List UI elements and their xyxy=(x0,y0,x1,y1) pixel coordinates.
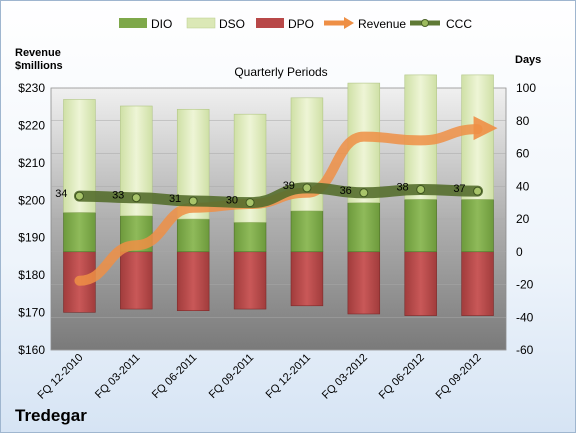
ccc-data-label: 36 xyxy=(340,185,352,197)
ccc-series: 34 33 31 30 39 36 38 37 xyxy=(55,180,484,209)
bar-dpo xyxy=(404,251,437,316)
legend-label-ccc: CCC xyxy=(446,17,472,31)
left-tick-label: $200 xyxy=(18,193,45,207)
left-tick-label: $190 xyxy=(18,231,45,245)
bar-dpo xyxy=(347,251,381,315)
right-tick-label: 20 xyxy=(516,212,530,226)
x-tick-label: FQ 09-2011 xyxy=(207,352,256,401)
left-tick-label: $170 xyxy=(18,306,45,320)
ccc-marker xyxy=(302,183,312,193)
left-tick-label: $210 xyxy=(18,156,45,170)
chart-title: Quarterly Periods xyxy=(234,65,327,79)
bar-dpo xyxy=(290,251,324,307)
ccc-marker xyxy=(473,186,483,196)
left-tick-label: $160 xyxy=(18,343,45,357)
ccc-marker xyxy=(359,188,369,198)
bar-dpo xyxy=(461,251,494,316)
x-tick-label: FQ 09-2012 xyxy=(434,352,484,402)
legend-label-dso: DSO xyxy=(219,17,245,31)
x-tick-label: FQ 03-2011 xyxy=(93,352,142,401)
left-axis-title-line1: Revenue xyxy=(15,47,61,59)
right-axis-title: Days xyxy=(515,54,541,66)
legend-swatch-dio xyxy=(119,18,147,28)
bar-dio xyxy=(290,210,324,253)
legend-swatch-revenue xyxy=(324,17,354,29)
x-tick-label: FQ 06-2011 xyxy=(150,352,199,401)
ccc-marker xyxy=(131,193,141,203)
ccc-marker xyxy=(245,198,255,208)
legend: DIO DSO DPO Revenue CCC xyxy=(119,17,472,31)
x-axis-labels: FQ 12-2010 FQ 03-2011 FQ 06-2011 FQ 09-2011… xyxy=(36,352,484,402)
bar-dio xyxy=(176,218,210,253)
ccc-data-label: 38 xyxy=(396,182,408,194)
legend-swatch-dso xyxy=(186,17,216,29)
ccc-data-label: 37 xyxy=(453,183,465,195)
ccc-marker xyxy=(416,185,426,195)
ccc-marker xyxy=(74,191,84,201)
ccc-data-label: 30 xyxy=(226,195,238,207)
right-tick-label: 60 xyxy=(516,147,530,161)
left-tick-label: $220 xyxy=(18,118,45,132)
left-tick-label: $180 xyxy=(18,268,45,282)
ccc-line xyxy=(73,182,484,209)
legend-label-revenue: Revenue xyxy=(358,17,406,31)
revenue-arrowhead xyxy=(473,116,498,141)
x-tick-label: FQ 12-2010 xyxy=(36,352,86,402)
bar-dio xyxy=(233,221,267,253)
x-tick-label: FQ 03-2012 xyxy=(320,352,370,402)
left-axis-title-line2: $millions xyxy=(15,60,63,72)
x-tick-label: FQ 12-2011 xyxy=(264,352,313,401)
bar-dpo xyxy=(176,251,210,312)
left-tick-label: $230 xyxy=(18,81,45,95)
right-tick-label: -20 xyxy=(516,278,534,292)
left-axis-ticks: $230 $220 $210 $200 $190 $180 $170 $160 xyxy=(18,81,45,357)
x-tick-label: FQ 06-2012 xyxy=(377,352,427,402)
right-tick-label: 100 xyxy=(516,81,536,95)
ccc-data-label: 31 xyxy=(169,193,181,205)
right-tick-label: -40 xyxy=(516,310,534,324)
right-tick-label: 80 xyxy=(516,114,530,128)
ccc-marker xyxy=(188,196,198,206)
bar-dio xyxy=(404,199,437,253)
bar-dio xyxy=(347,202,381,253)
legend-label-dpo: DPO xyxy=(288,17,314,31)
legend-swatch-dpo xyxy=(256,18,284,28)
ccc-data-label: 39 xyxy=(283,180,295,192)
ccc-data-label: 34 xyxy=(55,188,67,200)
right-tick-label: -60 xyxy=(516,343,534,357)
ccc-data-label: 33 xyxy=(112,190,124,202)
company-name: Tredegar xyxy=(15,406,87,425)
legend-swatch-ccc xyxy=(410,19,440,27)
right-axis-ticks: 100 80 60 40 20 0 -20 -40 -60 xyxy=(516,81,536,357)
bar-dio xyxy=(63,212,96,253)
bar-dpo xyxy=(120,251,153,310)
right-tick-label: 40 xyxy=(516,179,530,193)
bar-dpo xyxy=(233,251,267,310)
legend-label-dio: DIO xyxy=(151,17,172,31)
bar-dio xyxy=(461,199,494,253)
right-tick-label: 0 xyxy=(516,245,523,259)
